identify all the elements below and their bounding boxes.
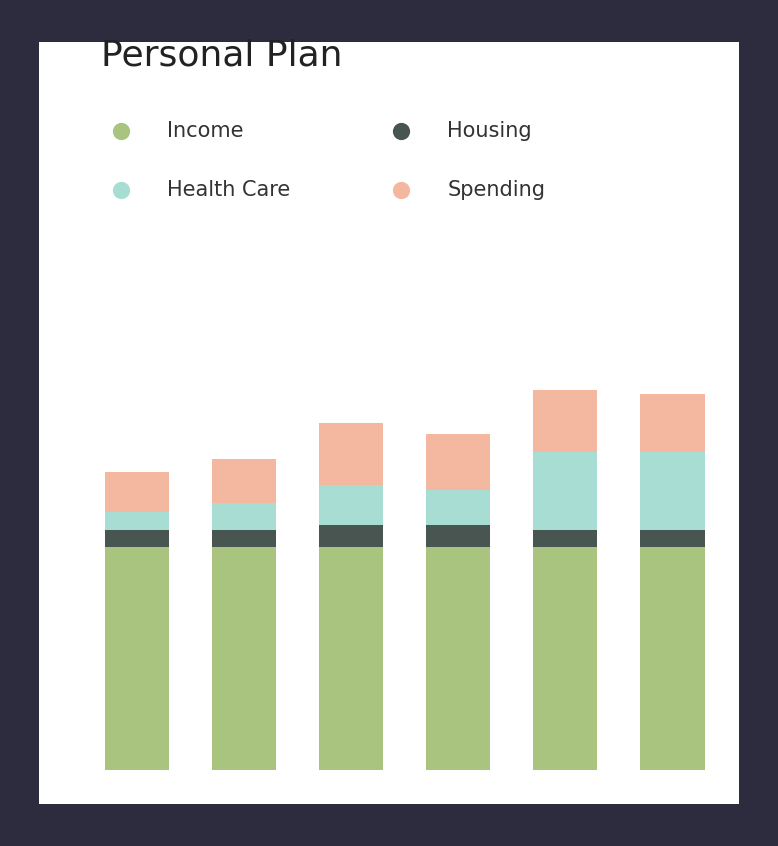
Bar (533, 547, 598, 770)
Bar (640, 547, 705, 770)
Bar (426, 547, 490, 770)
Bar (212, 530, 276, 547)
Bar (104, 530, 169, 547)
Bar (640, 530, 705, 547)
Point (114, 124, 127, 138)
Point (394, 124, 407, 138)
Bar (104, 547, 169, 770)
FancyBboxPatch shape (39, 42, 739, 804)
Bar (426, 490, 490, 525)
Bar (104, 472, 169, 512)
Text: Health Care: Health Care (167, 180, 290, 201)
Bar (640, 452, 705, 530)
Bar (104, 512, 169, 530)
Text: Spending: Spending (447, 180, 545, 201)
Point (114, 184, 127, 197)
Bar (212, 547, 276, 770)
Text: Housing: Housing (447, 121, 532, 141)
Bar (533, 530, 598, 547)
Bar (319, 525, 383, 547)
Bar (533, 452, 598, 530)
Bar (640, 394, 705, 452)
Bar (319, 547, 383, 770)
Bar (533, 390, 598, 452)
Text: Personal Plan: Personal Plan (101, 38, 342, 72)
Bar (212, 459, 276, 503)
Point (394, 184, 407, 197)
Bar (426, 434, 490, 490)
Text: Income: Income (167, 121, 244, 141)
Bar (319, 486, 383, 525)
Bar (319, 423, 383, 486)
Bar (426, 525, 490, 547)
Bar (212, 503, 276, 530)
